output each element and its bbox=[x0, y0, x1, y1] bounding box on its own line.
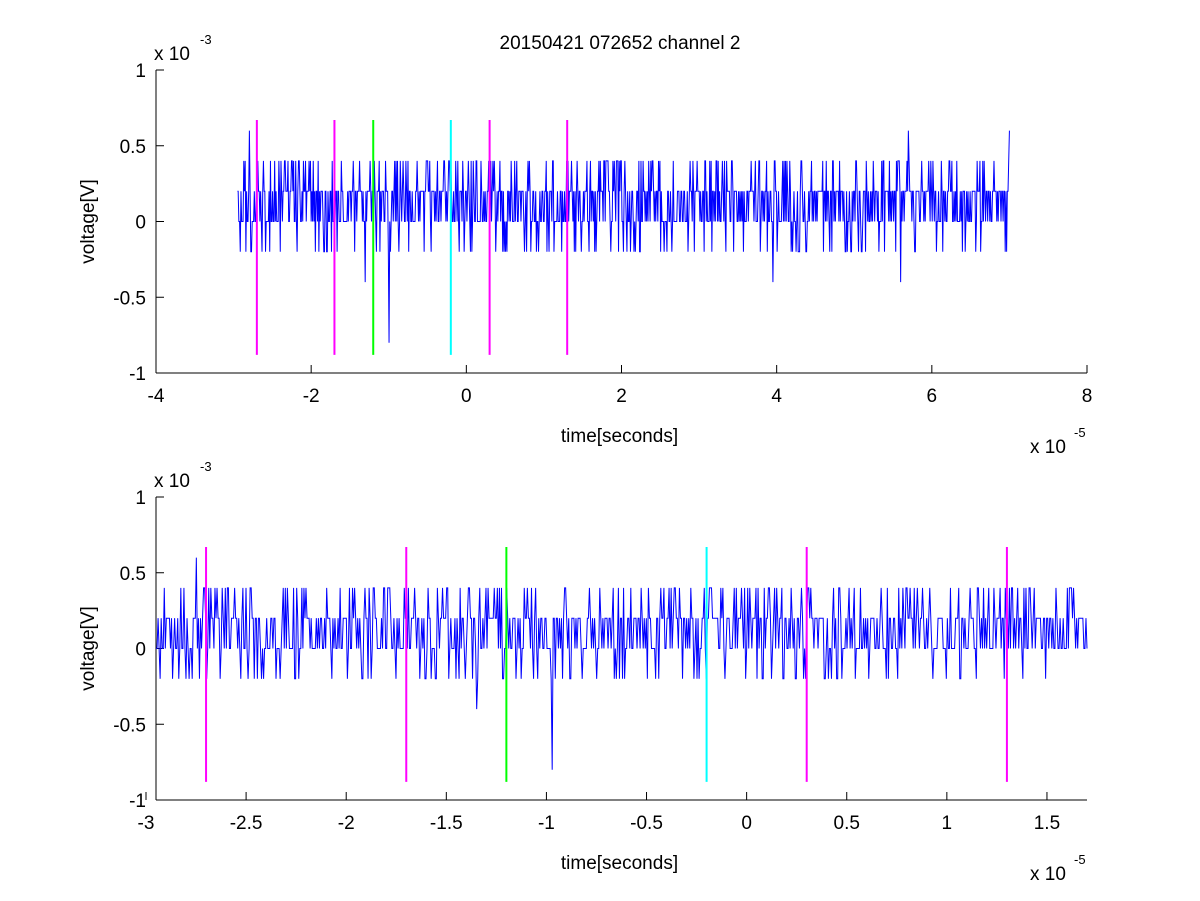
y-exponent-base: x 10 bbox=[154, 44, 190, 65]
x-exponent-power: -5 bbox=[1074, 425, 1086, 440]
signal-series-line bbox=[156, 557, 1088, 770]
x-axis-label: time[seconds] bbox=[561, 853, 678, 874]
x-tick-label: -3 bbox=[138, 813, 155, 834]
x-axis-label: time[seconds] bbox=[561, 426, 678, 447]
x-tick-label: 0 bbox=[461, 386, 472, 407]
y-tick-label: 0 bbox=[135, 640, 146, 661]
x-tick-label: 6 bbox=[927, 386, 938, 407]
x-tick-label: 8 bbox=[1082, 386, 1093, 407]
signal-series-line bbox=[237, 130, 1010, 343]
x-tick-label: -1.5 bbox=[430, 813, 463, 834]
y-exponent-power: -3 bbox=[200, 459, 212, 474]
x-tick-label: 2 bbox=[616, 386, 627, 407]
x-exponent-base: x 10 bbox=[1030, 437, 1066, 458]
x-tick-label: -4 bbox=[148, 386, 165, 407]
x-tick-label: -2 bbox=[303, 386, 320, 407]
y-tick-label: -1 bbox=[129, 364, 146, 385]
y-axis-label: voltage[V] bbox=[78, 179, 99, 264]
y-exponent-base: x 10 bbox=[154, 471, 190, 492]
y-tick-label: 1 bbox=[135, 488, 146, 509]
x-tick-label: 4 bbox=[771, 386, 782, 407]
figure-title: 20150421 072652 channel 2 bbox=[500, 33, 741, 54]
y-tick-label: -0.5 bbox=[113, 715, 146, 736]
y-tick-label: 0.5 bbox=[120, 564, 146, 585]
x-exponent-power: -5 bbox=[1074, 852, 1086, 867]
x-tick-label: 1 bbox=[942, 813, 953, 834]
y-tick-label: -0.5 bbox=[113, 288, 146, 309]
y-tick-label: 1 bbox=[135, 61, 146, 82]
y-exponent-power: -3 bbox=[200, 32, 212, 47]
x-tick-label: 0.5 bbox=[834, 813, 860, 834]
x-tick-label: -2 bbox=[338, 813, 355, 834]
top-subplot: -4 -2 0 2 4 6 8 -1 -0.5 0 0.5 1 time[seconds] voltage… bbox=[78, 32, 1092, 458]
x-tick-label: -1 bbox=[538, 813, 555, 834]
x-tick-label: -2.5 bbox=[230, 813, 263, 834]
x-tick-label: -0.5 bbox=[630, 813, 663, 834]
y-tick-label: 0.5 bbox=[120, 137, 146, 158]
x-tick-label: 0 bbox=[741, 813, 752, 834]
x-exponent-base: x 10 bbox=[1030, 864, 1066, 885]
x-tick-label: 1.5 bbox=[1034, 813, 1060, 834]
y-axis-label: voltage[V] bbox=[78, 606, 99, 691]
y-tick-label: -1 bbox=[129, 791, 146, 812]
bottom-subplot: -3 -2.5 -2 -1.5 -1 -0.5 0 0.5 1 1.5 -1 -0.5 0 0.5 1 tim… bbox=[78, 459, 1088, 885]
y-tick-label: 0 bbox=[135, 213, 146, 234]
